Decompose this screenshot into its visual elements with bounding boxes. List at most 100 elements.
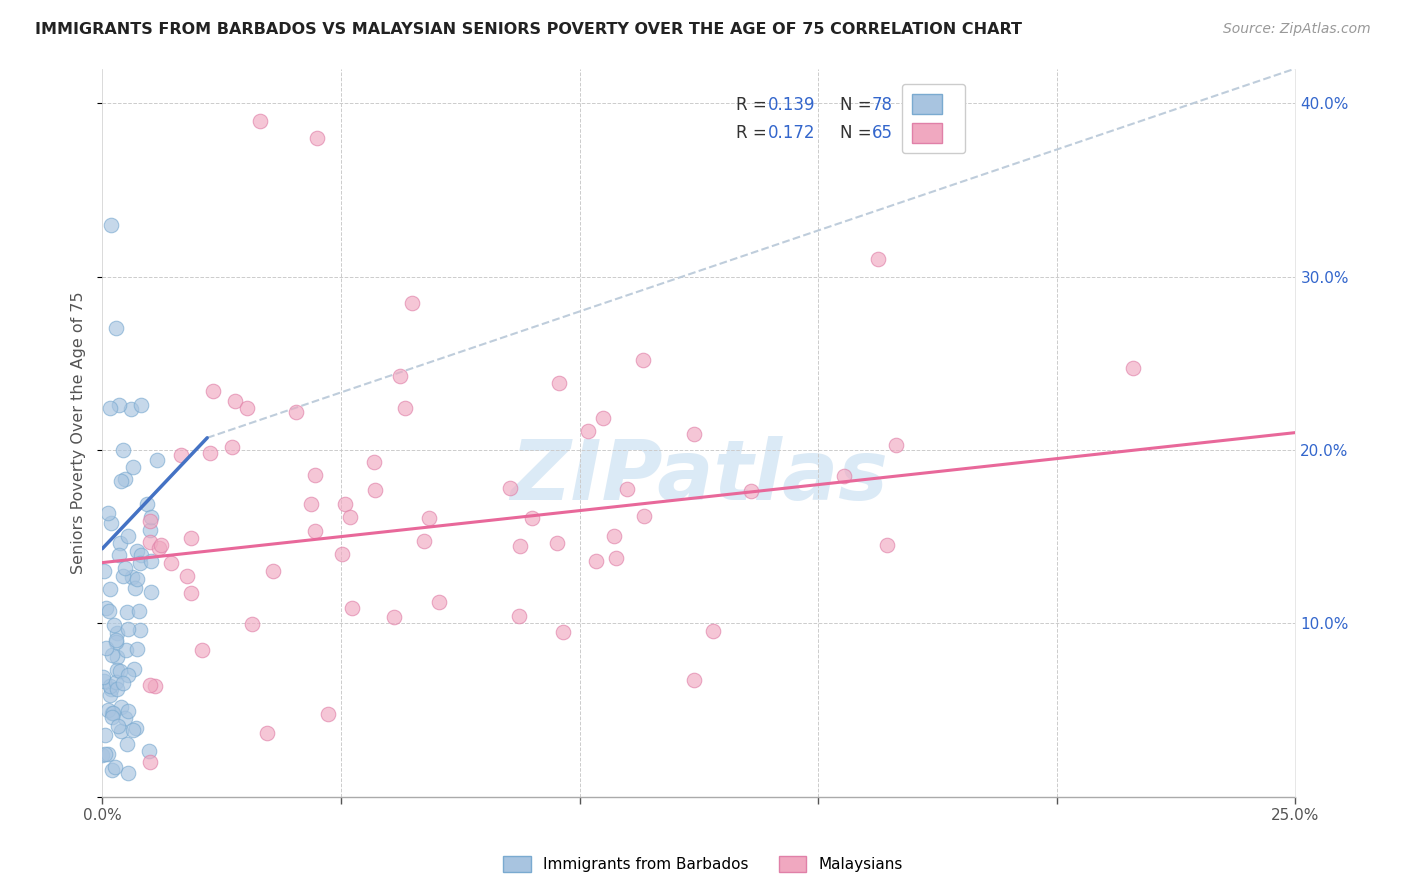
Point (139, 514, 162, 528)
Point (105, 650, 128, 665)
Text: ZIPatlas: ZIPatlas (510, 436, 887, 516)
Point (180, 531, 202, 545)
Point (91, 670, 114, 684)
Text: R =: R = (735, 124, 772, 142)
Point (105, 321, 128, 335)
Point (139, 755, 162, 769)
Point (117, 528, 139, 542)
Point (104, 759, 127, 773)
Point (101, 706, 124, 721)
Point (240, 616, 263, 631)
Point (547, 376, 569, 391)
Point (110, 724, 132, 739)
Point (105, 626, 128, 640)
Point (832, 469, 855, 483)
Point (884, 438, 907, 452)
Point (108, 664, 131, 678)
Point (108, 549, 131, 563)
Point (553, 624, 575, 639)
Point (200, 446, 222, 460)
Point (104, 674, 127, 689)
Point (603, 529, 626, 543)
Text: Source: ZipAtlas.com: Source: ZipAtlas.com (1223, 22, 1371, 37)
Point (105, 682, 128, 697)
Point (592, 411, 614, 425)
Point (111, 675, 134, 690)
Point (129, 398, 152, 412)
Point (138, 744, 160, 758)
Point (117, 622, 139, 636)
Point (101, 710, 124, 724)
Point (122, 460, 145, 475)
Point (101, 648, 124, 662)
Point (342, 600, 364, 615)
Point (150, 538, 173, 552)
Point (139, 554, 162, 568)
Point (98, 688, 121, 702)
Point (683, 673, 706, 688)
Point (122, 662, 145, 676)
Point (139, 678, 162, 692)
Point (97, 747, 120, 761)
Point (112, 443, 135, 458)
Y-axis label: Seniors Poverty Over the Age of 75: Seniors Poverty Over the Age of 75 (72, 292, 86, 574)
Point (139, 535, 162, 549)
Point (94, 640, 117, 655)
Point (305, 131, 328, 145)
Point (547, 535, 569, 549)
Point (122, 723, 145, 737)
Point (94, 728, 117, 742)
Point (98, 604, 121, 618)
Point (128, 604, 150, 618)
Point (115, 642, 138, 657)
Point (114, 561, 136, 575)
Point (91, 747, 114, 762)
Legend: Immigrants from Barbados, Malaysians: Immigrants from Barbados, Malaysians (495, 848, 911, 880)
Point (98, 679, 121, 693)
Point (170, 448, 193, 462)
Point (202, 384, 225, 398)
Point (866, 252, 889, 267)
Point (388, 368, 411, 383)
Point (121, 569, 143, 583)
Point (427, 595, 450, 609)
Point (498, 481, 520, 495)
Point (740, 483, 762, 498)
Point (316, 706, 339, 721)
Point (94, 747, 117, 762)
Point (304, 524, 326, 538)
Point (394, 401, 416, 416)
Point (100, 681, 122, 696)
Point (304, 468, 326, 483)
Point (284, 405, 307, 419)
Point (111, 568, 134, 582)
Point (104, 633, 127, 648)
Point (141, 585, 163, 599)
Text: N =: N = (839, 96, 876, 114)
Point (876, 538, 898, 552)
Point (125, 572, 148, 586)
Point (413, 533, 436, 548)
Point (117, 766, 139, 780)
Point (335, 497, 357, 511)
Point (364, 483, 387, 497)
Point (616, 483, 638, 497)
Point (136, 497, 159, 511)
Point (120, 401, 142, 416)
Point (129, 556, 152, 570)
Text: IMMIGRANTS FROM BARBADOS VS MALAYSIAN SENIORS POVERTY OVER THE AGE OF 75 CORRELA: IMMIGRANTS FROM BARBADOS VS MALAYSIAN SE… (35, 22, 1022, 37)
Point (141, 510, 163, 524)
Point (110, 474, 132, 488)
Point (363, 455, 385, 469)
Point (114, 711, 136, 725)
Point (221, 440, 243, 454)
Point (585, 554, 607, 568)
Point (104, 635, 127, 649)
Point (98, 401, 121, 415)
Point (93, 564, 115, 578)
Point (401, 295, 423, 310)
Text: 0.139: 0.139 (768, 96, 815, 114)
Point (129, 623, 152, 637)
Point (509, 539, 531, 553)
Point (576, 424, 599, 438)
